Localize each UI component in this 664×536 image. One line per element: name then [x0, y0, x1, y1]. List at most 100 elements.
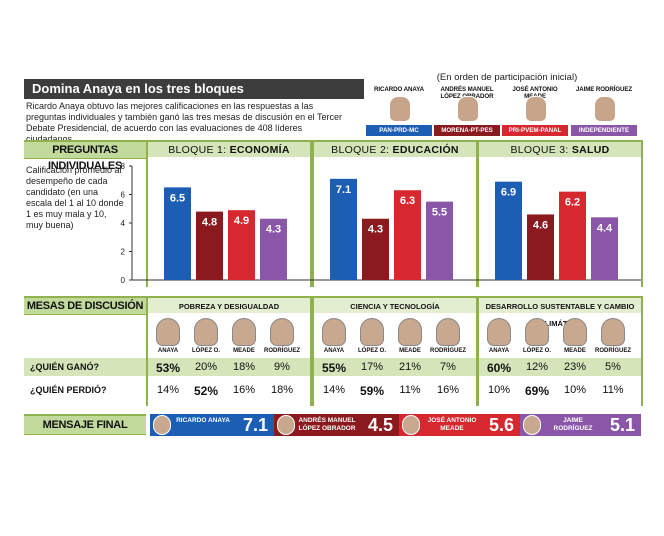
- mensaje-name: ANDRÉS MANUEL LÓPEZ OBRADOR: [298, 417, 356, 432]
- gano-value-bold: 53%: [155, 361, 181, 375]
- candidate-photo: [523, 415, 541, 435]
- bar-value-label: 4.8: [202, 217, 217, 229]
- gano-value-bold: 55%: [321, 361, 347, 375]
- mensaje-value: 5.1: [609, 415, 635, 435]
- gano-value: 55%: [319, 361, 349, 375]
- candidate-photo: [563, 318, 587, 346]
- block-topic: SALUD: [571, 144, 610, 156]
- candidate-photo: [277, 415, 295, 435]
- gano-value: 17%: [360, 361, 384, 373]
- bar-value-label: 7.1: [336, 184, 351, 196]
- perdio-value: 16%: [232, 384, 256, 396]
- gano-value: 18%: [232, 361, 256, 373]
- perdio-value: 18%: [270, 384, 294, 396]
- block-header: BLOQUE 1: ECONOMÍA: [146, 140, 312, 157]
- mensaje-value: 7.1: [242, 415, 268, 435]
- party-label: MORENA-PT-PES: [434, 125, 500, 136]
- candidate-short-name: ANAYA: [488, 348, 510, 354]
- mesas-label-bar: MESAS DE DISCUSIÓN: [24, 296, 146, 315]
- bar: [196, 211, 223, 280]
- perdio-value: 11%: [602, 384, 624, 396]
- bar: [495, 181, 522, 280]
- perdio-value: 69%: [522, 384, 552, 398]
- candidate-photo: [601, 318, 625, 346]
- candidate-photo: [594, 96, 616, 122]
- bar-value-label: 6.2: [565, 197, 580, 209]
- block-header: BLOQUE 3: SALUD: [477, 140, 643, 157]
- mensaje-label: MENSAJE FINAL: [42, 419, 128, 431]
- candidate-name: RICARDO ANAYA: [374, 86, 424, 93]
- block-topic: EDUCACIÓN: [392, 144, 459, 156]
- bar-value-label: 6.5: [170, 192, 185, 204]
- block-prefix: BLOQUE 1:: [168, 144, 230, 156]
- candidate-photo: [232, 318, 256, 346]
- mesa-header: CIENCIA Y TECNOLOGÍA: [312, 296, 478, 313]
- mesa-header: DESARROLLO SUSTENTABLE Y CAMBIO CLIMÁTIC…: [477, 296, 643, 328]
- mensaje-value: 5.6: [488, 415, 514, 435]
- bar-value-label: 5.5: [432, 207, 447, 219]
- candidate-photo: [525, 318, 549, 346]
- perdio-value-bold: 69%: [524, 384, 550, 398]
- perdio-value: 14%: [322, 384, 346, 396]
- perdio-value: 59%: [357, 384, 387, 398]
- perdio-value: 11%: [399, 384, 421, 396]
- mesa-frame: [477, 313, 643, 406]
- mensaje-name: JOSÉ ANTONIO MEADE: [427, 417, 477, 432]
- mensaje-item: JOSÉ ANTONIO MEADE 5.6: [399, 414, 520, 436]
- block-prefix: BLOQUE 2:: [331, 144, 393, 156]
- candidate-photo: [194, 318, 218, 346]
- mensaje-name: JAIME RODRÍGUEZ: [553, 417, 593, 432]
- perdio-value-bold: 59%: [359, 384, 385, 398]
- y-tick-label: 2: [121, 248, 126, 257]
- candidate-photo: [270, 318, 294, 346]
- block-frame: [477, 157, 643, 287]
- perdio-label: ¿QUIÉN PERDIÓ?: [30, 385, 107, 395]
- bar-value-label: 6.9: [501, 187, 516, 199]
- mensaje-name: RICARDO ANAYA: [176, 417, 230, 424]
- order-note: (En orden de participación inicial): [436, 72, 578, 83]
- candidate-short-name: LÓPEZ O.: [191, 348, 220, 354]
- candidate-short-name: LÓPEZ O.: [357, 348, 386, 354]
- bar-value-label: 6.3: [400, 195, 415, 207]
- block-prefix: BLOQUE 3:: [510, 144, 572, 156]
- mesa-frame: [146, 313, 312, 406]
- gano-row-bg: [24, 358, 641, 376]
- gano-value: 60%: [484, 361, 514, 375]
- preguntas-label-bar: PREGUNTAS INDIVIDUALES: [24, 140, 146, 172]
- bar: [228, 210, 255, 280]
- candidate-photo: [436, 318, 460, 346]
- bar-value-label: 4.3: [368, 224, 383, 236]
- bar-value-label: 4.3: [266, 224, 281, 236]
- bar: [260, 218, 287, 280]
- gano-value: 21%: [398, 361, 422, 373]
- gano-value: 20%: [194, 361, 218, 373]
- gano-label: ¿QUIÉN GANÓ?: [30, 362, 99, 372]
- candidate-photo: [398, 318, 422, 346]
- candidate-photo: [457, 96, 479, 122]
- mensaje-label-bar: MENSAJE FINAL: [24, 414, 146, 435]
- candidate-photo: [525, 96, 547, 122]
- bar: [426, 201, 453, 280]
- block-header: BLOQUE 2: EDUCACIÓN: [312, 140, 478, 157]
- mensaje-value: 4.5: [367, 415, 393, 435]
- perdio-value: 14%: [156, 384, 180, 396]
- perdio-value: 16%: [436, 384, 460, 396]
- perdio-value: 10%: [563, 384, 587, 396]
- block-topic: ECONOMÍA: [229, 144, 290, 156]
- bar: [330, 178, 357, 280]
- chart-ylabel: Calificación promedio al desempeño de ca…: [26, 165, 124, 230]
- gano-value: 53%: [153, 361, 183, 375]
- intro-text: Ricardo Anaya obtuvo las mejores calific…: [26, 101, 343, 144]
- bar-value-label: 4.6: [533, 219, 548, 231]
- gano-value: 12%: [525, 361, 549, 373]
- bar: [394, 190, 421, 280]
- mensaje-item: RICARDO ANAYA 7.1: [150, 414, 274, 436]
- candidate-name: JAIME RODRÍGUEZ: [575, 86, 633, 93]
- candidate-short-name: ANAYA: [157, 348, 179, 354]
- candidate-short-name: MEADE: [564, 348, 586, 354]
- party-label: PRI-PVEM-PANAL: [502, 125, 568, 136]
- gano-value: 9%: [274, 361, 290, 373]
- perdio-value-bold: 52%: [193, 384, 219, 398]
- mesa-header: POBREZA Y DESIGUALDAD: [146, 296, 312, 313]
- candidate-short-name: RODRÍGUEZ: [595, 348, 631, 354]
